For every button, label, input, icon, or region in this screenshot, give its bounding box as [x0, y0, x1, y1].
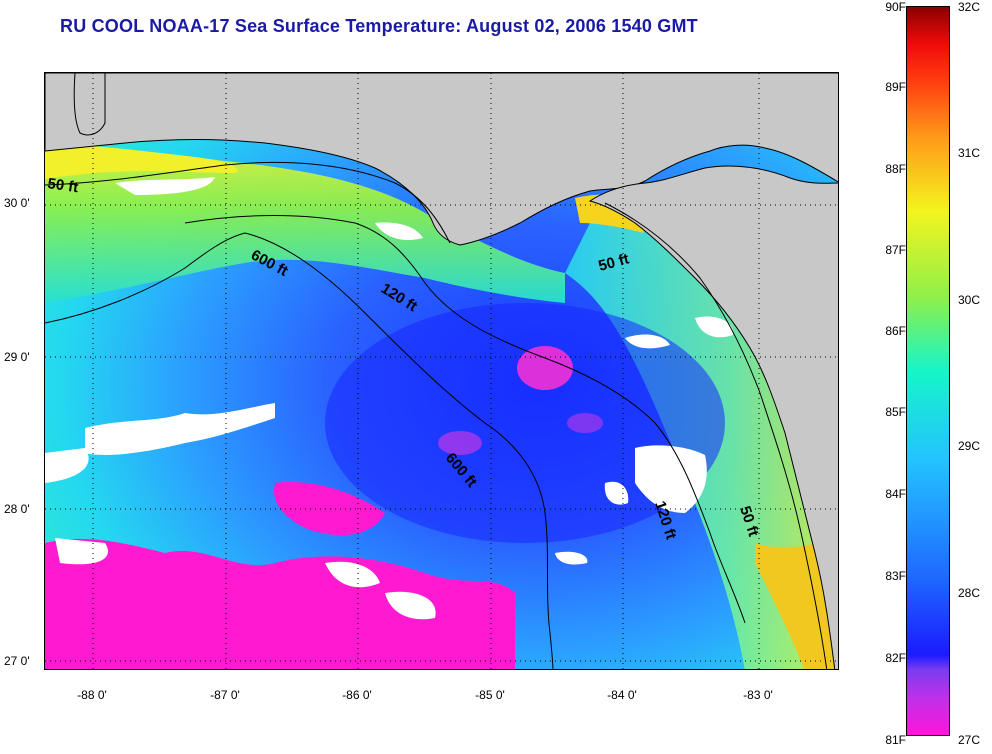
contour-600ft [45, 232, 554, 669]
colorbar-c-label: 27C [958, 733, 981, 747]
x-tick-label: -86 0' [342, 688, 372, 702]
colorbar-f-label: 82F [885, 651, 906, 665]
contour-120ft [184, 215, 746, 624]
x-tick-label: -85 0' [475, 688, 505, 702]
colorbar-f-label: 90F [885, 0, 906, 14]
land-mobile-bay [73, 73, 106, 136]
deep-water-core [325, 303, 725, 543]
land-north [45, 73, 838, 246]
x-tick-label: -84 0' [607, 688, 637, 702]
colorbar-f-label: 84F [885, 487, 906, 501]
cloud-patch [115, 177, 215, 195]
cloud-patch [604, 481, 629, 505]
cloud-patch [385, 591, 436, 620]
cool-water-patch [567, 413, 603, 433]
cloud-patch [85, 403, 275, 455]
colorbar-f-label: 81F [885, 733, 906, 747]
contour-label: 50 ft [46, 175, 79, 196]
x-tick-label: -87 0' [210, 688, 240, 702]
cool-water-patch [45, 538, 515, 669]
cloud-patch [695, 316, 734, 338]
map-title: RU COOL NOAA-17 Sea Surface Temperature:… [60, 16, 698, 36]
cloud-patch [375, 222, 423, 241]
y-tick-label: 30 0' [4, 196, 30, 210]
cloud-patch [45, 448, 89, 483]
cloud-patch [635, 445, 707, 513]
y-tick-label: 28 0' [4, 502, 30, 516]
contour-50ft-east [604, 202, 828, 669]
colorbar-c-label: 29C [958, 439, 981, 453]
colorbar-f-label: 83F [885, 569, 906, 583]
sst-map: 50 ft 600 ft 120 ft 50 ft 600 ft 120 ft … [44, 72, 839, 670]
cloud-patch [55, 538, 108, 565]
cloud-patch [625, 334, 670, 349]
x-tick-label: -83 0' [743, 688, 773, 702]
colorbar-c-label: 31C [958, 146, 981, 160]
y-tick-label: 29 0' [4, 350, 30, 364]
contour-50ft [45, 161, 451, 244]
y-tick-label: 27 0' [4, 654, 30, 668]
cool-water-patch [274, 482, 385, 536]
colorbar-f-label: 87F [885, 243, 906, 257]
colorbar-c-label: 28C [958, 586, 981, 600]
colorbar-f-label: 85F [885, 405, 906, 419]
warm-coastal-water [755, 543, 838, 669]
cool-water-patch [517, 346, 573, 390]
temperature-colorbar [906, 6, 950, 736]
colorbar-c-label: 32C [958, 0, 981, 14]
colorbar-f-label: 89F [885, 80, 906, 94]
land-east [588, 165, 838, 669]
cool-water-patch [438, 431, 482, 455]
colorbar-f-label: 86F [885, 324, 906, 338]
colorbar-f-label: 88F [885, 162, 906, 176]
cloud-patch [555, 551, 588, 565]
colorbar-c-label: 30C [958, 293, 981, 307]
cloud-patch [325, 561, 380, 588]
x-tick-label: -88 0' [77, 688, 107, 702]
